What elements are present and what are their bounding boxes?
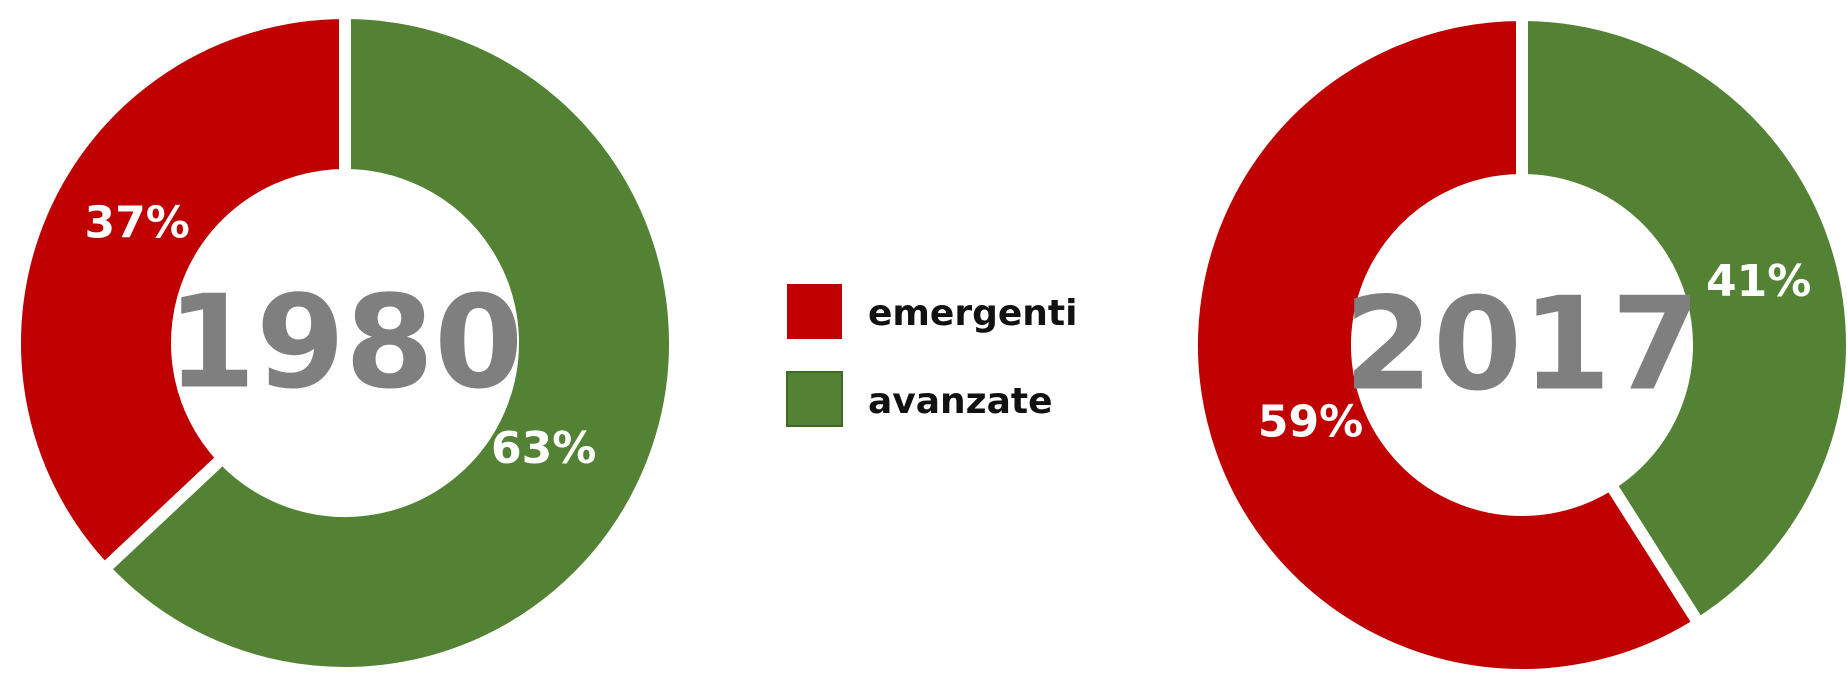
legend: emergenti avanzate (786, 284, 1077, 427)
donut-1980-slice-emergenti (9, 6, 351, 578)
legend-swatch-avanzate (786, 371, 843, 427)
donut-2017-slices (1186, 8, 1847, 676)
donut-1980-slices (9, 6, 681, 676)
donut-chart-1980: 1980 37% 63% (9, 6, 681, 676)
donut-1980-slice-label-avanzate: 63% (491, 423, 596, 474)
legend-label-emergenti: emergenti (868, 293, 1077, 334)
donut-chart-2017: 2017 59% 41% (1186, 8, 1847, 676)
donut-1980-slice-label-emergenti: 37% (84, 198, 189, 249)
donut-2017-slice-emergenti (1186, 8, 1708, 676)
donut-2017-slice-label-avanzate: 41% (1706, 256, 1811, 307)
donut-2017-slice-avanzate (1516, 8, 1847, 632)
donut-1980-slice-avanzate (95, 6, 681, 676)
donut-2017-center-label: 2017 (1344, 271, 1700, 420)
legend-swatch-emergenti (787, 284, 842, 339)
legend-label-avanzate: avanzate (868, 381, 1053, 422)
donut-2017-slice-label-emergenti: 59% (1258, 396, 1363, 447)
donut-1980-center-label: 1980 (167, 269, 523, 418)
